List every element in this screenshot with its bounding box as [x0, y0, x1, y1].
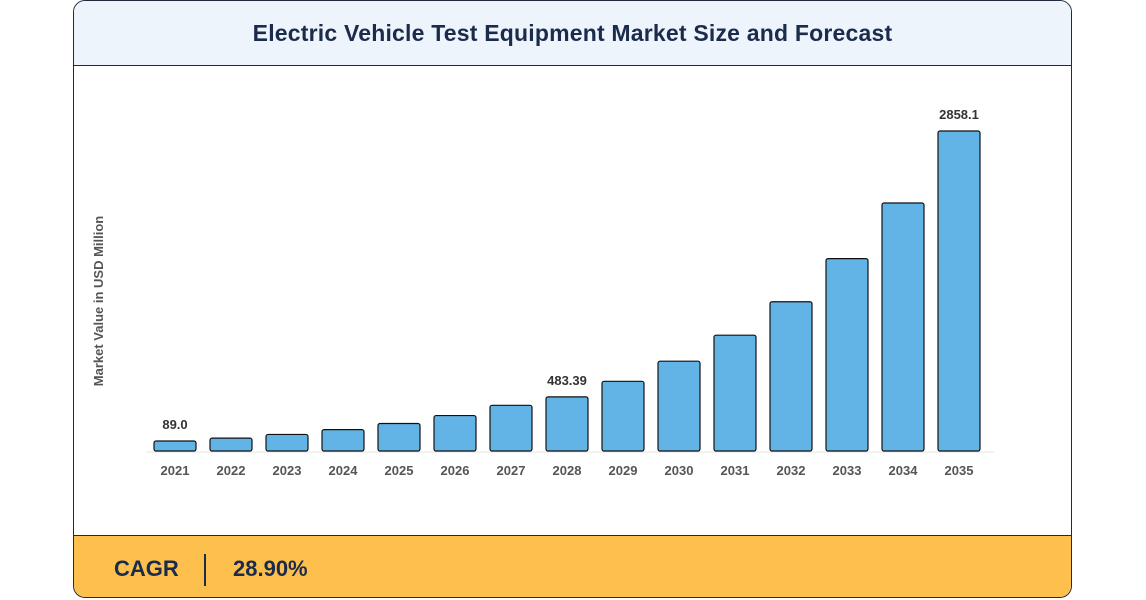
x-tick-label-2029: 2029 — [609, 463, 638, 478]
bar-2033 — [825, 257, 869, 452]
x-tick-label-2034: 2034 — [889, 463, 919, 478]
x-tick-label-2031: 2031 — [721, 463, 750, 478]
bar-2026 — [433, 414, 477, 452]
x-tick-label-2033: 2033 — [833, 463, 862, 478]
bar-2030 — [657, 360, 701, 452]
data-labels-group: 89.0 483.39 2858.1 — [162, 107, 979, 432]
data-label-2035: 2858.1 — [939, 107, 979, 122]
bar-2021 — [153, 440, 197, 452]
x-tick-label-2035: 2035 — [945, 463, 974, 478]
x-tick-label-2032: 2032 — [777, 463, 806, 478]
chart-card: Electric Vehicle Test Equipment Market S… — [73, 0, 1072, 598]
data-label-2021: 89.0 — [162, 417, 187, 432]
cagr-label: CAGR — [114, 556, 179, 581]
bar-2023 — [265, 433, 309, 452]
x-tick-label-2023: 2023 — [273, 463, 302, 478]
bars-group — [153, 130, 981, 452]
x-tick-label-2030: 2030 — [665, 463, 694, 478]
x-tick-labels-group: 2021 2022 2023 2024 2025 2026 2027 2028 2029 2030… — [161, 463, 974, 478]
bar-2029 — [601, 380, 645, 452]
x-tick-label-2022: 2022 — [217, 463, 246, 478]
x-tick-label-2021: 2021 — [161, 463, 190, 478]
cagr-value: 28.90% — [233, 556, 308, 581]
bar-2032 — [769, 301, 813, 452]
bar-2025 — [377, 422, 421, 452]
chart-title: Electric Vehicle Test Equipment Market S… — [252, 19, 893, 46]
bar-2034 — [881, 202, 925, 452]
chart-header: Electric Vehicle Test Equipment Market S… — [74, 1, 1071, 66]
bar-chart: Market Value in USD Million 89.0 483.39 28… — [91, 107, 994, 478]
bar-2022 — [209, 437, 253, 452]
x-tick-label-2027: 2027 — [497, 463, 526, 478]
bar-2027 — [489, 404, 533, 452]
bar-2024 — [321, 429, 365, 452]
cagr-footer: CAGR 28.90% — [74, 535, 1071, 597]
y-axis-label: Market Value in USD Million — [91, 216, 106, 387]
x-tick-label-2024: 2024 — [329, 463, 359, 478]
data-label-2028: 483.39 — [547, 373, 587, 388]
bar-2031 — [713, 334, 757, 452]
x-tick-label-2028: 2028 — [553, 463, 582, 478]
x-tick-label-2025: 2025 — [385, 463, 414, 478]
bar-2028 — [545, 396, 589, 452]
bar-2035 — [937, 130, 981, 452]
x-tick-label-2026: 2026 — [441, 463, 470, 478]
cagr-divider — [204, 554, 206, 586]
plot-area: Market Value in USD Million 89.0 483.39 28… — [74, 66, 1071, 535]
